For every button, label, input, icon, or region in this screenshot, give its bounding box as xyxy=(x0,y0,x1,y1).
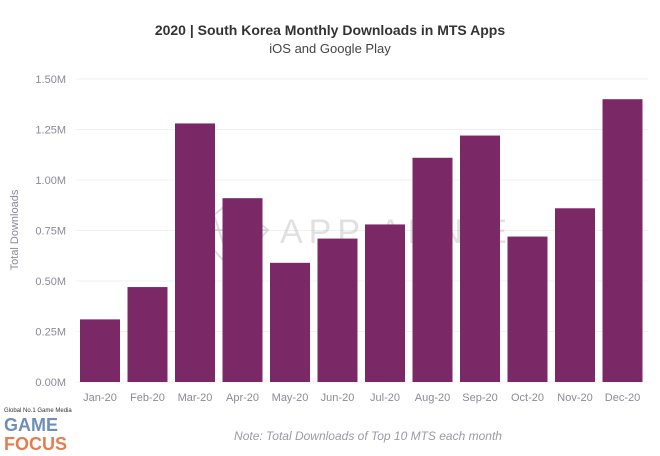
y-tick-label: 0.00M xyxy=(35,377,66,389)
bar-may-20 xyxy=(270,262,310,382)
x-tick-label: Nov-20 xyxy=(557,392,592,404)
bar-aug-20 xyxy=(412,157,453,382)
game-focus-watermark: Global No.1 Game Media GAME FOCUS xyxy=(4,408,72,454)
bar-oct-20 xyxy=(507,236,548,382)
x-tick-label: Apr-20 xyxy=(226,392,259,404)
x-tick-label: Oct-20 xyxy=(511,392,544,404)
x-tick-label: Dec-20 xyxy=(605,392,640,404)
x-tick-label: May-20 xyxy=(272,392,309,404)
chart-note: Note: Total Downloads of Top 10 MTS each… xyxy=(234,429,502,443)
y-tick-label: 0.75M xyxy=(35,226,66,238)
x-tick-label: Sep-20 xyxy=(462,392,497,404)
game-focus-top: GAME xyxy=(4,415,58,435)
game-focus-tagline: Global No.1 Game Media xyxy=(4,408,72,414)
bar-jan-20 xyxy=(80,319,120,382)
x-tick-label: Aug-20 xyxy=(415,392,450,404)
y-tick-label: 1.50M xyxy=(35,74,66,86)
bar-sep-20 xyxy=(460,135,500,382)
bar-jun-20 xyxy=(317,238,358,382)
bar-dec-20 xyxy=(602,99,643,382)
chart-title: 2020 | South Korea Monthly Downloads in … xyxy=(154,22,506,38)
bar-apr-20 xyxy=(222,198,263,382)
x-tick-label: Feb-20 xyxy=(130,392,165,404)
y-axis-label: Total Downloads xyxy=(9,189,21,270)
y-tick-label: 0.50M xyxy=(35,276,66,288)
bar-nov-20 xyxy=(555,208,595,382)
x-tick-label: Jun-20 xyxy=(321,392,355,404)
bar-jul-20 xyxy=(365,224,405,382)
x-tick-label: Jul-20 xyxy=(370,392,400,404)
y-tick-label: 1.00M xyxy=(35,175,66,187)
y-tick-label: 1.25M xyxy=(35,125,66,137)
game-focus-bottom: FOCUS xyxy=(4,434,67,454)
chart-subtitle: iOS and Google Play xyxy=(269,41,391,56)
bar-mar-20 xyxy=(175,123,215,382)
x-tick-label: Mar-20 xyxy=(178,392,213,404)
bar-feb-20 xyxy=(127,287,168,382)
y-tick-label: 0.25M xyxy=(35,327,66,339)
x-tick-label: Jan-20 xyxy=(83,392,117,404)
